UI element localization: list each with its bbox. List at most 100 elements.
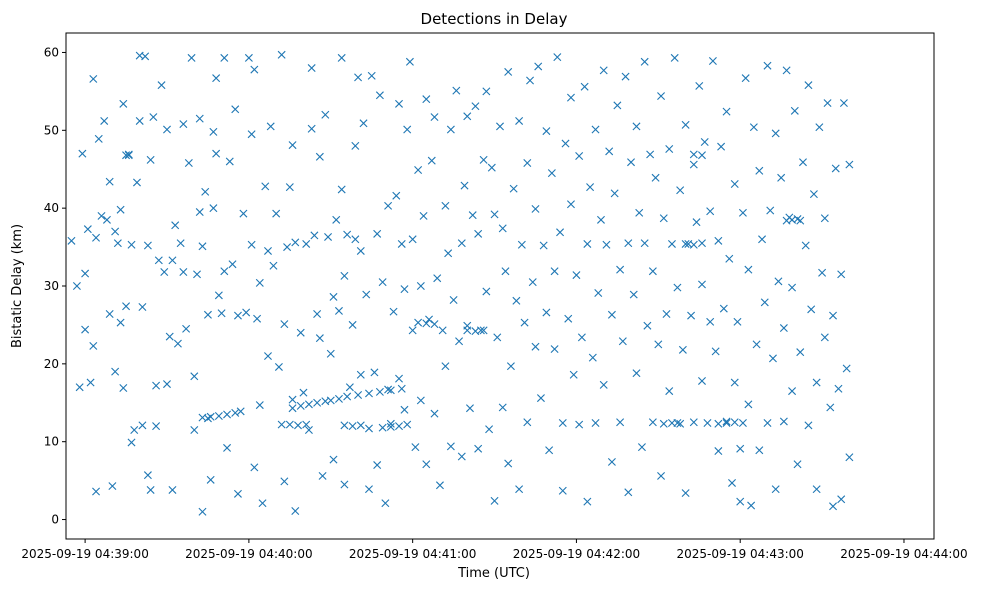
data-point [116, 318, 125, 327]
data-point [788, 283, 797, 292]
data-point [749, 123, 758, 132]
data-point [648, 418, 657, 427]
data-point [646, 150, 655, 159]
x-tick-label: 2025-09-19 04:41:00 [349, 547, 476, 561]
data-point [130, 426, 139, 435]
data-point [225, 157, 234, 166]
data-point [837, 495, 846, 504]
data-point [517, 240, 526, 249]
data-point [422, 460, 431, 469]
data-point [277, 50, 286, 59]
data-point [122, 302, 131, 311]
data-point [528, 278, 537, 287]
data-point [100, 116, 109, 125]
data-point [400, 405, 409, 414]
data-point [708, 57, 717, 66]
data-point [719, 304, 728, 313]
data-point [337, 185, 346, 194]
data-point [242, 308, 251, 317]
data-point [812, 378, 821, 387]
data-point [452, 86, 461, 95]
data-point [706, 207, 715, 216]
data-point [635, 208, 644, 217]
data-point [818, 268, 827, 277]
data-point [632, 369, 641, 378]
x-tick-label: 2025-09-19 04:40:00 [185, 547, 312, 561]
data-point [190, 372, 199, 381]
data-point [829, 502, 837, 511]
data-point [755, 166, 764, 175]
data-point [269, 261, 278, 270]
data-point [485, 425, 494, 434]
data-point [171, 221, 180, 230]
data-point [621, 72, 630, 81]
data-point [482, 287, 491, 296]
data-point [842, 364, 851, 373]
data-point [542, 127, 551, 136]
data-point [689, 240, 698, 249]
data-point [373, 461, 382, 470]
data-point [479, 155, 488, 164]
data-point [763, 61, 772, 70]
data-point [105, 177, 114, 186]
data-point [395, 422, 403, 431]
data-point [474, 229, 483, 238]
data-point [845, 453, 854, 462]
data-point [124, 151, 133, 160]
data-point [509, 184, 518, 193]
data-point [441, 201, 450, 210]
data-point [607, 457, 616, 466]
data-point [539, 241, 548, 250]
data-point [206, 475, 215, 484]
data-point [220, 267, 229, 276]
y-axis: 0 10 20 30 40 50 60 [44, 45, 66, 527]
data-point [108, 482, 117, 491]
data-point [687, 311, 696, 320]
data-point [302, 420, 311, 429]
data-point [430, 320, 439, 329]
data-point [763, 419, 772, 427]
data-point [411, 443, 420, 452]
data-point [416, 396, 425, 405]
data-point [179, 268, 188, 276]
data-point [536, 394, 545, 403]
data-point [97, 211, 106, 220]
data-point [820, 333, 829, 342]
x-tick-label: 2025-09-19 04:39:00 [21, 547, 148, 561]
data-point [681, 120, 690, 129]
data-point [231, 105, 240, 114]
data-point [384, 201, 393, 210]
data-point [714, 419, 723, 428]
data-point [474, 444, 483, 453]
data-point [247, 240, 256, 249]
data-point [253, 314, 262, 323]
data-point [534, 62, 543, 71]
data-point [124, 150, 133, 159]
data-point [340, 421, 349, 430]
data-point [239, 209, 248, 218]
data-point [414, 318, 423, 327]
data-point [591, 125, 600, 134]
data-point [146, 485, 155, 494]
y-tick-label: 0 [51, 513, 59, 527]
data-point [755, 446, 764, 455]
data-point [168, 256, 177, 265]
data-point [146, 155, 155, 164]
data-point [449, 296, 458, 304]
data-point [496, 122, 504, 131]
data-point [386, 419, 395, 428]
data-point [364, 389, 373, 398]
data-point [302, 239, 311, 248]
data-point [520, 318, 529, 327]
data-point [419, 211, 428, 220]
data-point [67, 236, 76, 245]
data-point [102, 215, 111, 224]
data-point [321, 110, 330, 119]
data-point [274, 362, 283, 371]
data-point [214, 291, 223, 300]
data-point [545, 446, 554, 455]
data-point [468, 211, 477, 220]
data-point [304, 426, 313, 435]
